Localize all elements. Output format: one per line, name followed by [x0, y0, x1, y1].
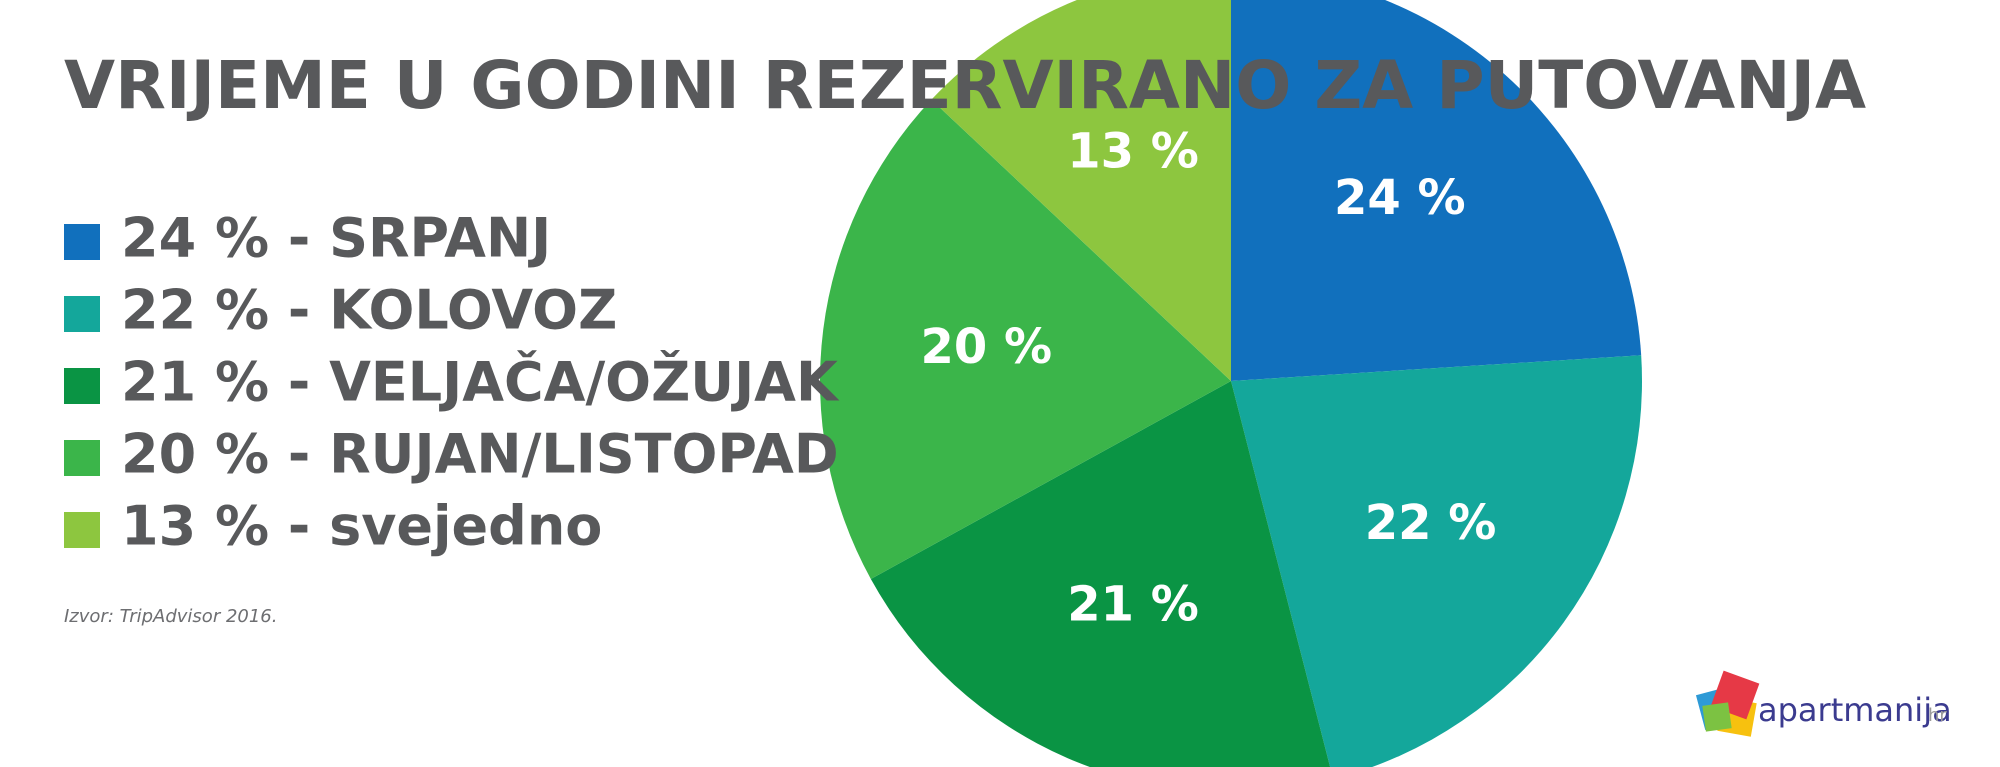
source-note: Izvor: TripAdvisor 2016. — [64, 606, 277, 627]
pie-slice — [1231, 0, 1642, 381]
pie-slice — [931, 0, 1231, 381]
legend-swatch — [64, 512, 100, 548]
legend-label: 21 % - VELJAČA/OŽUJAK — [121, 351, 840, 414]
legend-label: 22 % - KOLOVOZ — [121, 279, 617, 342]
legend-swatch — [64, 224, 100, 260]
slice-label: 20 % — [921, 319, 1053, 375]
legend-label: 13 % - svejedno — [121, 495, 602, 558]
legend-swatch — [64, 440, 100, 476]
logo: apartmanija hr — [1695, 670, 1952, 737]
legend-swatch — [64, 296, 100, 332]
logo-name: apartmanija — [1758, 691, 1952, 729]
pie-slice — [819, 99, 1231, 580]
legend-label: 20 % - RUJAN/LISTOPAD — [121, 423, 839, 486]
slice-label: 22 % — [1365, 495, 1497, 551]
chart-title: VRIJEME U GODINI REZERVIRANO ZA PUTOVANJ… — [64, 47, 1866, 124]
logo-suffix: hr — [1928, 705, 1947, 726]
pie-slice — [870, 381, 1331, 767]
legend-swatch — [64, 368, 100, 404]
pie-slice — [1231, 355, 1642, 767]
legend-label: 24 % - SRPANJ — [121, 207, 551, 270]
pie: 24 % 22 % 21 % 20 % 13 % — [819, 0, 1642, 767]
slice-label: 24 % — [1334, 170, 1466, 226]
slice-label: 21 % — [1067, 576, 1199, 632]
logo-square — [1702, 702, 1732, 732]
slice-label: 13 % — [1067, 124, 1199, 180]
legend: 24 % - SRPANJ 22 % - KOLOVOZ 21 % - VELJAČ… — [64, 207, 840, 558]
